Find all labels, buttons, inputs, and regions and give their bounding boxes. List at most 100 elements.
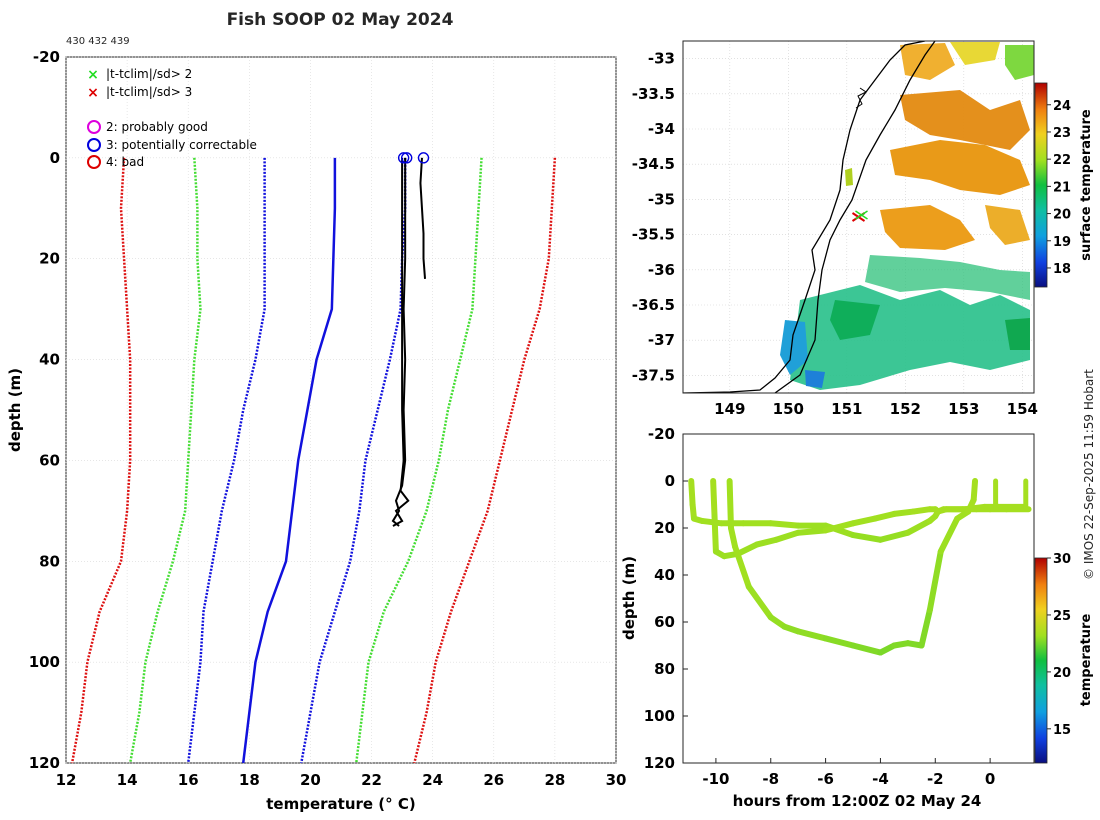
depth-time-xtick-label: 0 [985,770,995,788]
sst-patch [890,140,1030,195]
depth-time-track-segment [795,527,829,536]
sst-patch [950,42,1000,65]
map-xtick-label: 149 [714,400,745,418]
profile-xtick-label: 12 [56,771,77,789]
map-ytick-label: -35 [648,190,675,208]
sst-warm-patches [845,42,1034,250]
profile-ytick-label: 80 [39,552,60,570]
profile-ytick-label: -20 [33,48,60,66]
depth-time-xlabel: hours from 12:00Z 02 May 24 [733,792,982,810]
depth-time-track-segment [871,510,898,522]
qc-flag-marker [417,152,430,164]
depth-time-xtick-label: -6 [817,770,834,788]
coast-detail [855,87,867,109]
depth-time-ytick-label: 0 [665,472,675,490]
legend-flag-4: 4: bad [87,155,144,169]
map-ytick-label: -34.5 [632,155,675,173]
depth-time-track-segment [726,478,734,531]
depth-time-ytick-label: -20 [648,425,675,443]
credit-text: © IMOS 22-Sep-2025 11:59 Hobart [1082,369,1096,580]
map-ytick-label: -36 [648,261,675,279]
observed-profile-line [391,157,407,527]
map-ytick-label: -37.5 [632,366,675,384]
platform-ids: 430 432 439 [66,36,130,47]
profile-axes-box [65,56,617,764]
profile-plot: 12 14 16 18 20 22 24 26 28 30 -20020406080100120 … [6,48,626,813]
shelf-contour [774,41,936,393]
depth-time-xtick-label: -2 [927,770,944,788]
red-x-icon: × [87,85,99,101]
profile-legend: × |t-tclim|/sd> 2 × |t-tclim|/sd> 3 2: p… [87,67,257,169]
depth-time-xtick-label: -10 [702,770,729,788]
depth-time-track-segment [937,515,961,555]
depth-time-colorbar-tick-label: 20 [1053,666,1071,681]
sst-patch [1005,318,1030,350]
observed-profile-line [419,157,427,279]
sst-patch [880,205,975,250]
legend-criteria-2: × |t-tclim|/sd> 2 [87,67,192,83]
profile-xtick-label: 20 [300,771,321,789]
legend-flag-2-label: 2: probably good [106,120,208,134]
depth-time-track-segment [822,520,857,534]
depth-time-colorbar-gradient [1034,557,1048,764]
depth-time-track-segment [773,529,802,543]
map-xtick-label: 150 [773,400,804,418]
figure-title: Fish SOOP 02 May 2024 [226,10,454,30]
map-xtick-label: 153 [948,400,979,418]
map-colorbar: 18 19 20 21 22 23 24 surface temperature [1034,82,1094,288]
depth-time-track-segment [970,478,979,503]
map-ytick-label: -37 [648,331,675,349]
depth-time-track-segment [850,515,878,527]
blue-circle-icon [87,138,101,152]
depth-time-ytick-label: 60 [654,613,675,631]
depth-time-colorbar-tick-label: 25 [1053,609,1071,624]
depth-time-track-segment [904,517,933,536]
depth-time-colorbar: 15 20 25 30 temperature [1034,552,1094,764]
depth-time-xtick-label: -8 [762,770,779,788]
map-ytick-label: -33.5 [632,85,675,103]
profile-xtick-label: 22 [361,771,382,789]
map-colorbar-gradient [1034,82,1048,288]
depth-time-track-segment [877,529,911,543]
depth-time-colorbar-tick-label: 30 [1053,552,1071,567]
profile-ytick-label: 0 [50,149,60,167]
profile-xtick-label: 28 [544,771,565,789]
sst-patch [805,370,825,388]
depth-time-track-segment [688,478,696,508]
depth-time-colorbar-tick-label: 15 [1053,723,1071,738]
depth-time-track-segment [926,548,944,614]
map-colorbar-tick-label: 20 [1053,208,1071,223]
legend-flag-4-label: 4: bad [106,155,144,169]
depth-time-track-segment [732,543,752,590]
map-xtick-label: 151 [831,400,862,418]
legend-criteria-3: × |t-tclim|/sd> 3 [87,85,192,101]
green-x-icon: × [87,67,99,83]
map-colorbar-tick-label: 23 [1053,126,1071,141]
sst-patch [845,168,853,186]
map-ytick-label: -34 [648,120,675,138]
map-xtick-label: 154 [1007,400,1038,418]
map-colorbar-tick-label: 24 [1053,99,1071,114]
map-axes-box [682,40,1035,394]
legend-criteria-3-label: |t-tclim|/sd> 3 [106,85,192,99]
depth-time-track-segment [710,478,718,520]
legend-flag-3-label: 3: potentially correctable [106,138,257,152]
profile-xtick-label: 16 [178,771,199,789]
depth-time-track-segment [767,520,802,529]
depth-time-colorbar-label: temperature [1079,614,1094,707]
sst-patch [900,90,1030,150]
depth-time-track-segment [918,607,933,649]
clim-3sd-high-line [413,157,557,764]
sst-patch [780,320,808,375]
coastline [683,41,926,393]
magenta-circle-icon [87,120,101,134]
depth-time-ylabel: depth (m) [620,556,638,640]
clim-mean-line [241,157,337,764]
depth-time-ytick-label: 120 [644,754,675,772]
map-colorbar-tick-label: 19 [1053,235,1071,250]
qc-flag-marker [400,152,413,164]
profile-xtick-label: 26 [483,771,504,789]
depth-time-track-segment [754,536,780,548]
sst-patch [900,43,955,80]
